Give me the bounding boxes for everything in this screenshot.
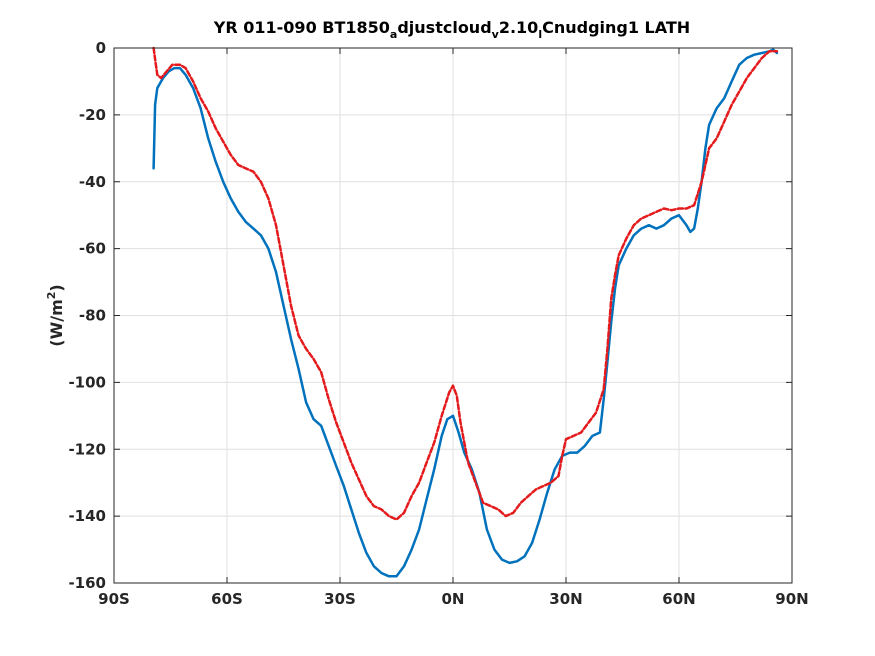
title-part: Cnudging1 LATH <box>542 18 690 37</box>
x-tick-label: 0N <box>442 590 465 608</box>
y-tick-label: -80 <box>79 307 106 325</box>
x-tick-labels: 90S 60S 30S 0N 30N 60N 90N <box>98 590 809 608</box>
title-part: v <box>492 28 500 41</box>
x-tick-label: 30N <box>549 590 582 608</box>
y-label-close: ) <box>47 284 66 291</box>
title-part: djustcloud <box>397 18 491 37</box>
y-tick-label: -140 <box>68 507 106 525</box>
grid <box>114 48 792 583</box>
y-tick-label: -160 <box>68 574 106 592</box>
x-tick-label: 90S <box>98 590 130 608</box>
series-line-2 <box>152 46 779 521</box>
y-tick-labels: 0 -20 -40 -60 -80 -100 -120 -140 -160 <box>68 39 106 592</box>
title-part: 2.10 <box>499 18 538 37</box>
chart-title: YR 011-090 BT1850adjustcloudv2.10lCnudgi… <box>213 18 690 41</box>
y-tick-label: -60 <box>79 240 106 258</box>
title-part: l <box>538 28 542 41</box>
series-group <box>152 46 779 578</box>
y-label-base: (W/m <box>47 299 66 346</box>
x-tick-label: 60S <box>211 590 243 608</box>
y-axis-label: (W/m2) <box>45 284 66 346</box>
ticks <box>113 47 793 584</box>
title-part: YR 011-090 BT1850 <box>213 18 390 37</box>
plot-area <box>113 46 793 584</box>
x-tick-label: 60N <box>662 590 695 608</box>
title-part: a <box>390 28 397 41</box>
y-tick-label: -100 <box>68 373 106 391</box>
x-tick-label: 90N <box>775 590 808 608</box>
y-label-sup: 2 <box>45 292 58 300</box>
y-tick-label: -40 <box>79 173 106 191</box>
y-tick-label: -120 <box>68 440 106 458</box>
y-tick-label: 0 <box>96 39 106 57</box>
y-tick-label: -20 <box>79 106 106 124</box>
x-tick-label: 30S <box>324 590 356 608</box>
